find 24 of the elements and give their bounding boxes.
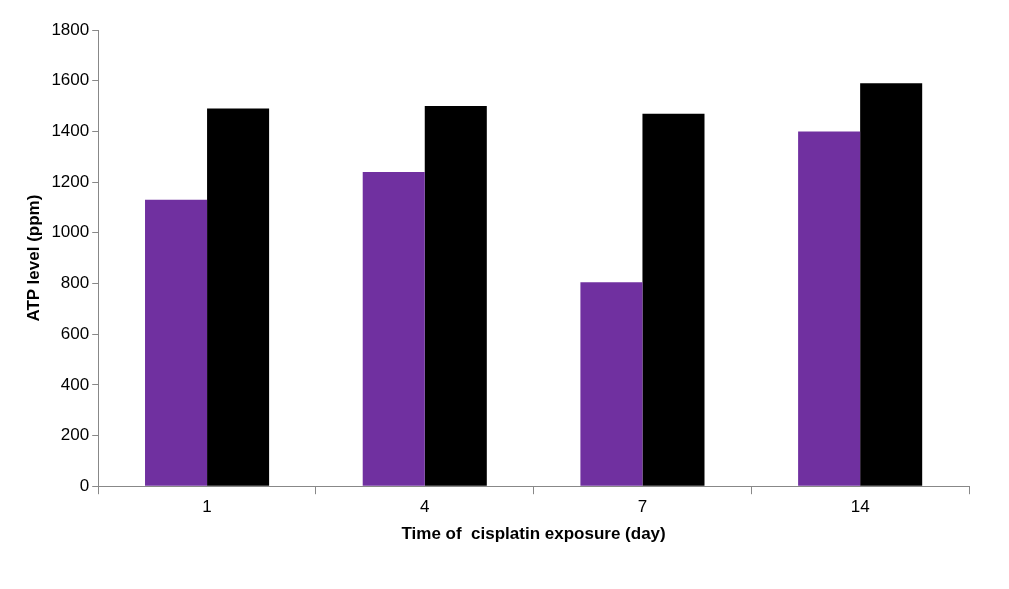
bar [424, 106, 487, 486]
bar [207, 108, 270, 486]
y-tick-label: 1200 [51, 171, 90, 191]
bar [798, 131, 861, 486]
bar [362, 171, 425, 486]
bar [642, 113, 705, 486]
y-tick-label: 200 [60, 425, 90, 445]
bar [145, 199, 208, 486]
y-tick-label: 1400 [51, 121, 90, 141]
x-tick-label: 1 [202, 497, 212, 517]
x-axis-title: Time of cisplatin exposure (day) [401, 524, 666, 544]
y-tick-label: 600 [60, 323, 90, 343]
x-tick-label: 4 [420, 497, 430, 517]
y-axis-title: ATP level (ppm) [23, 194, 43, 322]
x-tick-label: 14 [850, 497, 870, 517]
y-tick-label: 400 [60, 374, 90, 394]
x-tick-label: 7 [637, 497, 648, 517]
y-tick-label: 1800 [51, 19, 90, 39]
y-tick-label: 800 [60, 273, 90, 293]
y-tick-label: 1000 [51, 222, 90, 242]
bar [860, 83, 923, 486]
bar [580, 282, 643, 486]
y-tick-label: 0 [79, 475, 90, 495]
y-tick-label: 1600 [51, 70, 90, 90]
